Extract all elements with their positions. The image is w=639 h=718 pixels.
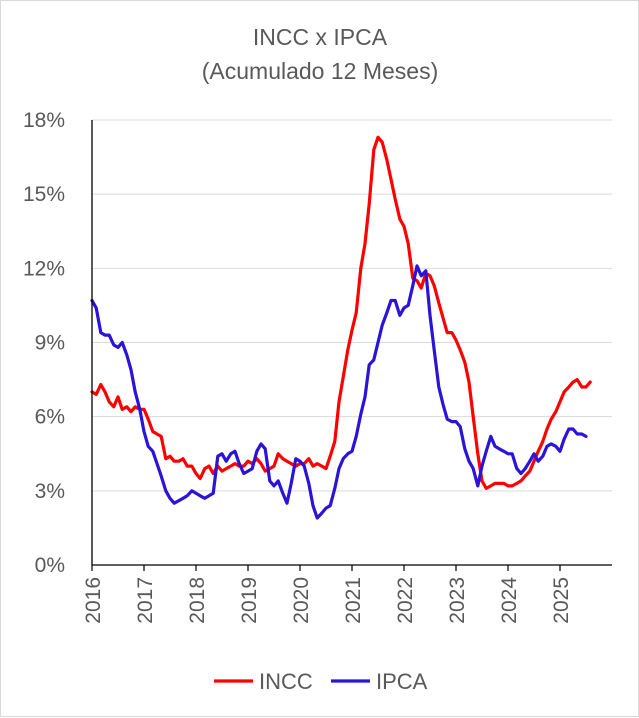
series-line-ipca xyxy=(90,264,588,520)
x-axis-ticks: 2016 2017 2018 2019 2020 2021 2022 2023 2024 2025 xyxy=(82,565,573,624)
chart-title: INCC x IPCA xyxy=(253,24,388,50)
y-tick-label: 12% xyxy=(23,257,65,280)
x-tick-label: 2025 xyxy=(550,577,573,624)
x-tick-label: 2017 xyxy=(134,577,157,624)
legend: INCC IPCA xyxy=(214,669,428,694)
legend-label-incc: INCC xyxy=(259,669,313,694)
chart-subtitle: (Acumulado 12 Meses) xyxy=(202,58,439,84)
gridlines xyxy=(92,119,612,492)
y-axis-ticks: 0% 3% 6% 9% 12% 15% 18% xyxy=(23,109,65,577)
series-line-incc xyxy=(90,135,592,490)
y-tick-label: 0% xyxy=(35,554,65,577)
x-tick-label: 2024 xyxy=(498,577,521,624)
y-tick-label: 18% xyxy=(23,109,65,132)
legend-label-ipca: IPCA xyxy=(376,669,428,694)
y-tick-label: 15% xyxy=(23,183,65,206)
y-tick-label: 6% xyxy=(35,406,65,429)
x-tick-label: 2018 xyxy=(186,577,209,624)
y-tick-label: 9% xyxy=(35,332,65,355)
x-tick-label: 2023 xyxy=(446,577,469,624)
series-lines xyxy=(90,135,592,520)
x-tick-label: 2021 xyxy=(342,577,365,624)
x-tick-label: 2022 xyxy=(394,577,417,624)
y-tick-label: 3% xyxy=(35,480,65,503)
x-tick-label: 2016 xyxy=(82,577,105,624)
x-tick-label: 2019 xyxy=(238,577,261,624)
x-tick-label: 2020 xyxy=(290,577,313,624)
